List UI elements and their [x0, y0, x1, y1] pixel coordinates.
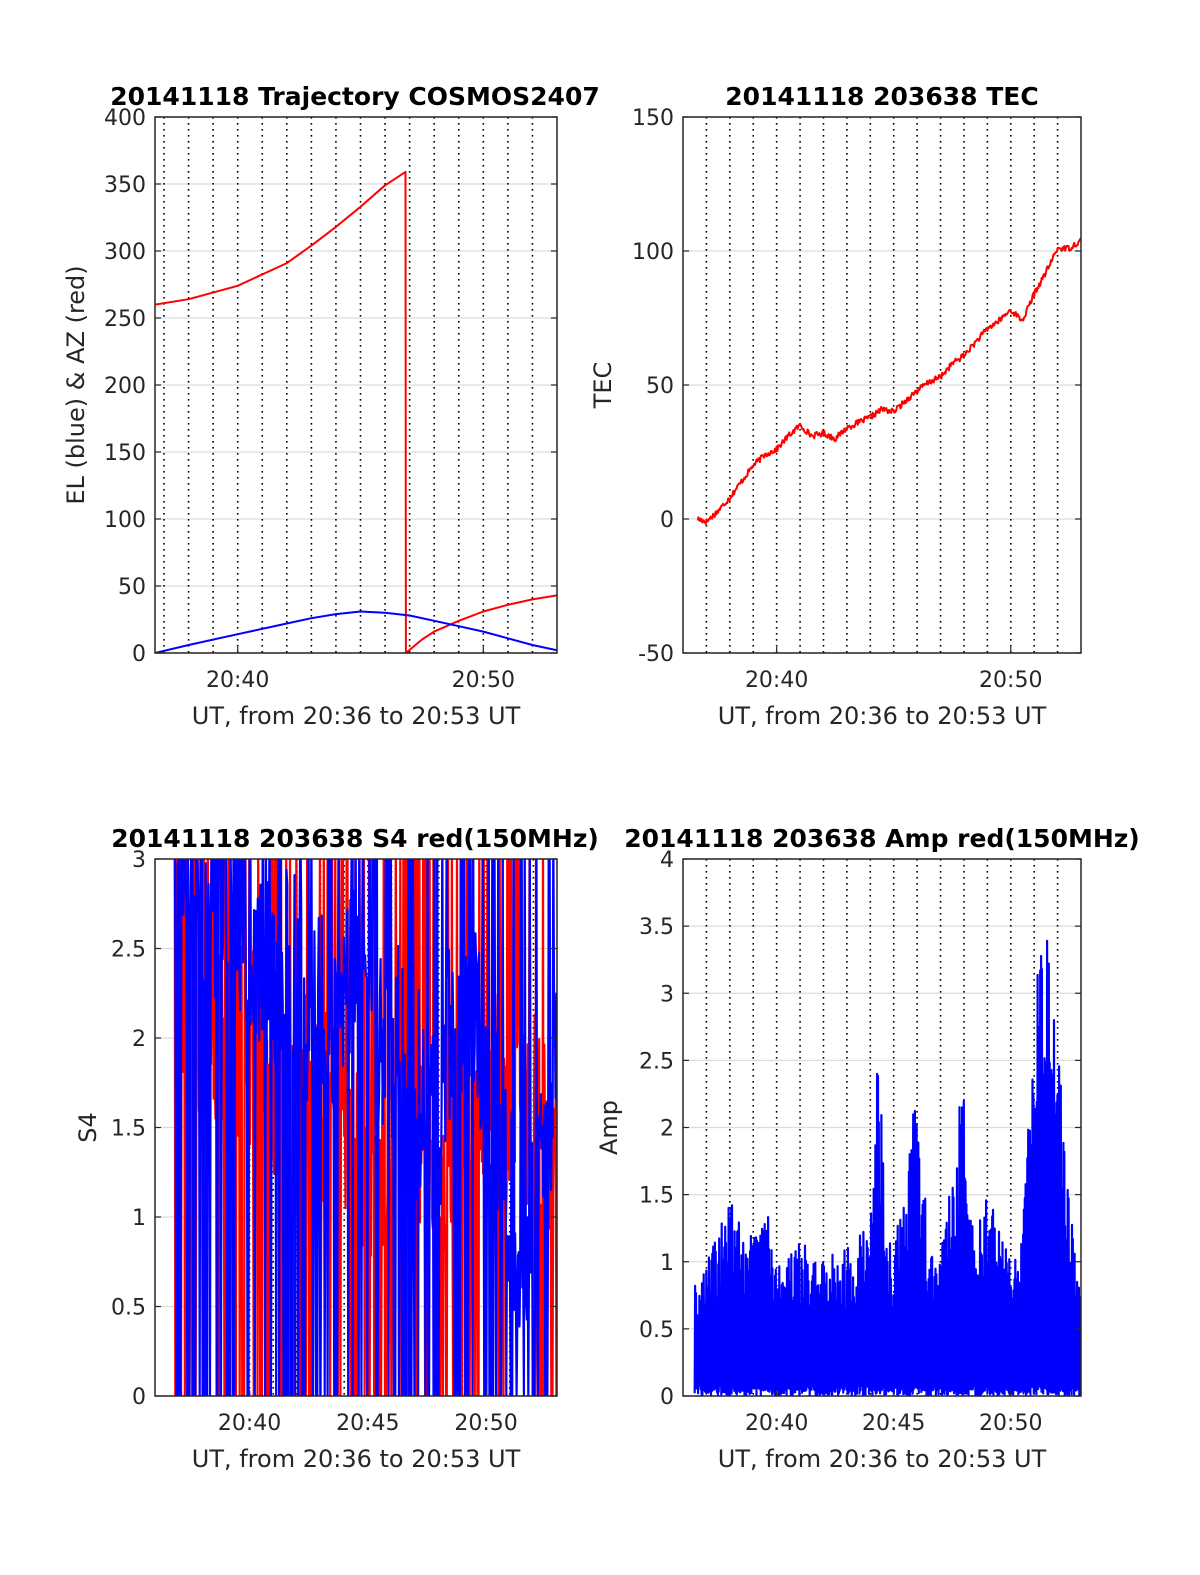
y-tick-label: 0 [132, 1385, 146, 1410]
y-tick-label: -50 [638, 642, 674, 667]
x-tick-label: 20:50 [979, 668, 1042, 693]
x-axis-label: UT, from 20:36 to 20:53 UT [192, 1445, 521, 1473]
y-axis-label: EL (blue) & AZ (red) [62, 265, 90, 504]
y-tick-label: 2.5 [639, 1049, 674, 1074]
x-tick-label: 20:40 [745, 1411, 808, 1436]
panel-title: 20141118 203638 Amp red(150MHz) [624, 824, 1140, 853]
y-tick-label: 100 [632, 240, 674, 265]
x-tick-label: 20:40 [745, 668, 808, 693]
tick-labels: -50 0 50 100 150 20:40 20:50 [632, 106, 1081, 693]
y-tick-label: 250 [104, 307, 146, 332]
tick-labels: 0 0.5 1 1.5 2 2.5 3 20:40 20:45 20:50 [111, 848, 557, 1436]
y-tick-label: 4 [660, 848, 674, 873]
panel-title: 20141118 203638 S4 red(150MHz) [111, 824, 599, 853]
y-tick-label: 2 [132, 1027, 146, 1052]
series-group [173, 859, 557, 1396]
y-tick-label: 300 [104, 240, 146, 265]
panel-title: 20141118 Trajectory COSMOS2407 [110, 82, 600, 111]
panel-title: 20141118 203638 TEC [725, 82, 1038, 111]
y-tick-label: 200 [104, 374, 146, 399]
y-tick-label: 100 [104, 508, 146, 533]
data-series [693, 939, 1081, 1396]
data-series [173, 859, 557, 1396]
x-tick-label: 20:45 [336, 1411, 399, 1436]
y-tick-label: 1.5 [639, 1184, 674, 1209]
panel-trajectory: 0 50 100 150 200 250 300 350 400 20:40 20:50 20141… [62, 82, 600, 730]
y-tick-label: 1 [132, 1206, 146, 1231]
y-tick-label: 0 [660, 508, 674, 533]
x-axis-label: UT, from 20:36 to 20:53 UT [192, 702, 521, 730]
series-group [155, 170, 557, 653]
y-tick-label: 400 [104, 106, 146, 131]
data-series [155, 170, 557, 653]
data-series [696, 238, 1081, 525]
y-tick-label: 0 [132, 642, 146, 667]
x-tick-label: 20:40 [206, 668, 269, 693]
tick-labels: 0 50 100 150 200 250 300 350 400 20:40 20:50 [104, 106, 557, 693]
y-tick-label: 3 [132, 848, 146, 873]
y-tick-label: 2.5 [111, 938, 146, 963]
y-axis-label: S4 [74, 1112, 102, 1143]
y-tick-label: 50 [118, 575, 146, 600]
series-group [696, 238, 1081, 525]
y-axis-label: Amp [595, 1100, 623, 1155]
y-tick-label: 150 [632, 106, 674, 131]
series-line [173, 859, 557, 1396]
series-line [693, 939, 1081, 1396]
tick-labels: 0 0.5 1 1.5 2 2.5 3 3.5 4 20:40 20:45 20:50 [639, 848, 1081, 1436]
series-line [696, 238, 1081, 525]
y-tick-label: 350 [104, 173, 146, 198]
x-axis-label: UT, from 20:36 to 20:53 UT [718, 702, 1047, 730]
x-tick-label: 20:50 [452, 668, 515, 693]
y-tick-label: 0.5 [111, 1296, 146, 1321]
x-tick-label: 20:50 [454, 1411, 517, 1436]
y-axis-label: TEC [589, 362, 617, 410]
panel-s4: 0 0.5 1 1.5 2 2.5 3 20:40 20:45 20:50 20141118 20… [74, 824, 599, 1473]
series-group [693, 939, 1081, 1396]
y-tick-label: 150 [104, 441, 146, 466]
y-tick-label: 3 [660, 982, 674, 1007]
y-tick-label: 50 [646, 374, 674, 399]
x-tick-label: 20:40 [218, 1411, 281, 1436]
x-tick-label: 20:50 [979, 1411, 1042, 1436]
series-line [155, 610, 557, 653]
y-tick-label: 0.5 [639, 1318, 674, 1343]
panel-amp: 0 0.5 1 1.5 2 2.5 3 3.5 4 20:40 20:45 20:50 2014111… [595, 824, 1140, 1473]
y-tick-label: 0 [660, 1385, 674, 1410]
y-tick-label: 3.5 [639, 915, 674, 940]
y-tick-label: 1.5 [111, 1117, 146, 1142]
y-tick-label: 1 [660, 1251, 674, 1276]
x-axis-label: UT, from 20:36 to 20:53 UT [718, 1445, 1047, 1473]
series-line [155, 170, 557, 653]
x-tick-label: 20:45 [862, 1411, 925, 1436]
y-tick-label: 2 [660, 1117, 674, 1142]
panel-tec: -50 0 50 100 150 20:40 20:50 20141118 203638 T… [589, 82, 1082, 730]
